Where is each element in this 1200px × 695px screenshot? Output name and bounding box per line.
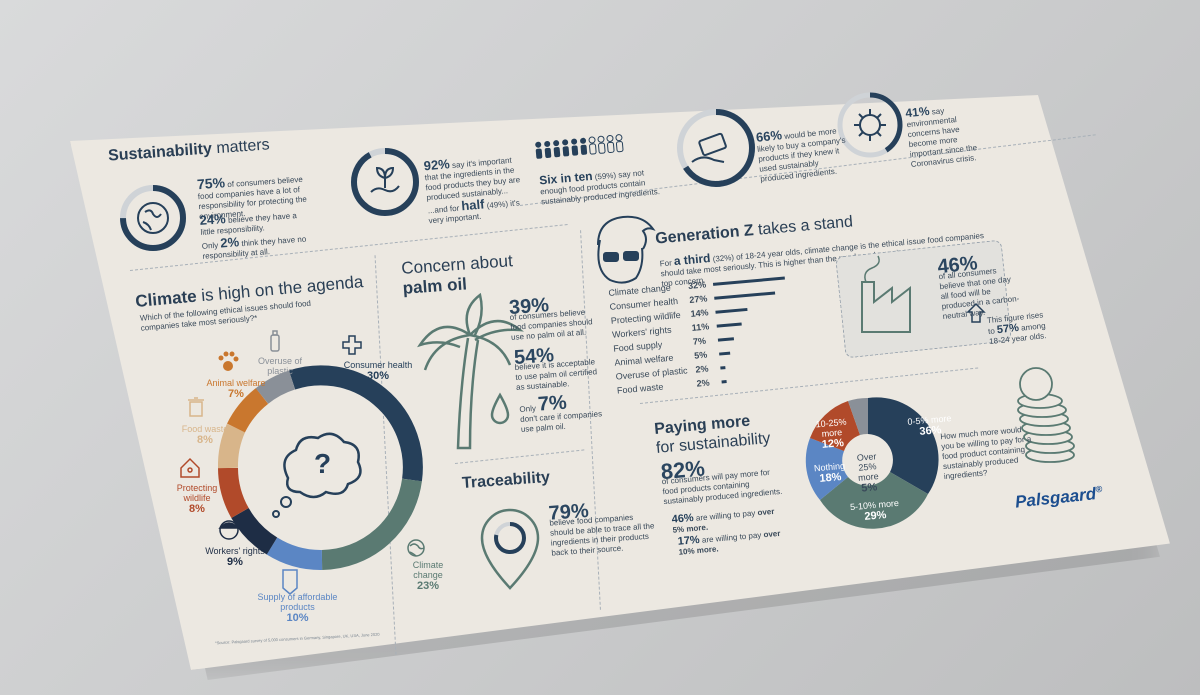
slice-5-10 [820, 472, 928, 529]
segment-wildlife [218, 467, 249, 518]
coin-stack-icon [1017, 367, 1075, 463]
climate-label-workers-rights: Workers' rights 9% [205, 546, 265, 568]
trash-icon [188, 397, 204, 417]
slice-10-25 [810, 401, 860, 451]
slice-0-5 [868, 397, 939, 494]
donut-label-10-25: 10-25% more 12% [815, 416, 847, 451]
climate-label-plastic: Overuse of plastic 5% [257, 356, 303, 388]
medical-cross-icon [342, 335, 362, 355]
climate-label-consumer-health: Consumer health 30% [343, 360, 413, 382]
segment-workers [231, 507, 278, 555]
paw-icon [218, 351, 239, 371]
worker-helmet-icon [218, 520, 240, 540]
climate-label-food-waste: Food waste 8% [181, 424, 229, 446]
segment-climate-change [321, 478, 422, 570]
climate-label-wildlife: Protecting wildlife 8% [176, 483, 218, 515]
donut-label-over-25: Over 25% more 5% [856, 451, 879, 495]
climate-label-climate-change: Climate change 23% [412, 560, 444, 592]
climate-label-animal-welfare: Animal welfare 7% [206, 378, 266, 400]
people-icons [535, 134, 624, 159]
segment-consumer-health [288, 365, 423, 482]
paying-question: How much more would you be willing to pa… [940, 425, 1032, 482]
donut-label-nothing: Nothing 18% [813, 460, 846, 485]
ring-92 [351, 148, 419, 216]
thought-bubble-icon [272, 432, 362, 518]
segment-animal-welfare [227, 388, 269, 433]
segment-supply [266, 537, 323, 570]
segment-plastic [255, 370, 296, 405]
bottle-icon [270, 330, 280, 352]
question-mark: ? [314, 448, 332, 479]
ring-41 [837, 92, 903, 158]
house-icon [180, 457, 200, 478]
slice-over-25 [848, 397, 868, 435]
price-tag-icon [282, 569, 298, 595]
climate-label-supply: Supply of affordable products 10% [257, 592, 338, 624]
ring-66 [677, 109, 755, 187]
ring-75 [120, 185, 186, 251]
globe-icon [407, 539, 425, 557]
segment-food-waste [217, 423, 246, 469]
slice-nothing [805, 438, 848, 500]
